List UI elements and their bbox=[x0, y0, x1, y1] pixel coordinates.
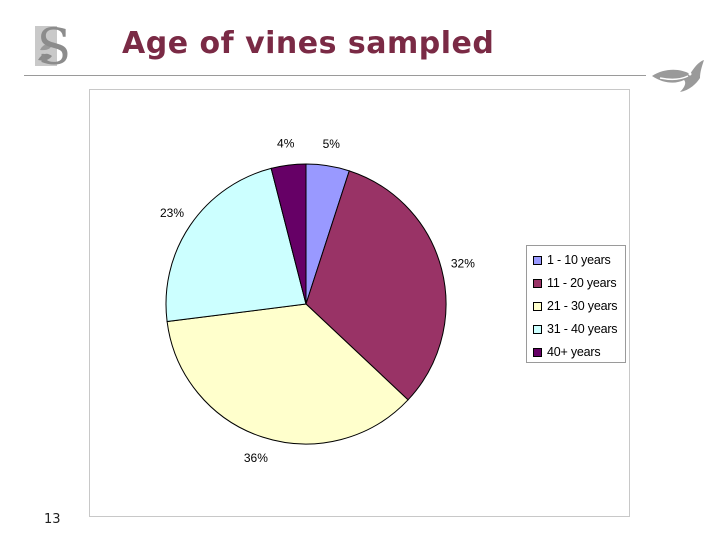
pie-slice-4 bbox=[165, 167, 307, 323]
legend-label: 11 - 20 years bbox=[547, 276, 617, 290]
legend-label: 21 - 30 years bbox=[547, 299, 618, 313]
legend-item-2: 11 - 20 years bbox=[533, 275, 617, 291]
fish-logo-icon bbox=[652, 60, 704, 92]
title-divider bbox=[24, 75, 646, 76]
legend-item-3: 21 - 30 years bbox=[533, 298, 618, 314]
pie-chart: 5% 32% 36% 23% 4% bbox=[160, 136, 475, 465]
legend-label: 40+ years bbox=[547, 345, 601, 359]
page-number: 13 bbox=[44, 512, 61, 527]
pie-slice-label-5: 4% bbox=[277, 136, 295, 150]
chart-frame: 5% 32% 36% 23% 4% 1 - 10 years 11 - 20 years 2… bbox=[89, 89, 630, 517]
logo-letter: S bbox=[37, 20, 71, 72]
university-logo: S bbox=[35, 20, 71, 72]
pie-slice-label-4: 23% bbox=[160, 206, 184, 220]
slide-title: Age of vines sampled bbox=[122, 26, 495, 61]
legend-swatch bbox=[533, 278, 542, 288]
pie-slice-label-2: 32% bbox=[451, 257, 475, 271]
legend-item-4: 31 - 40 years bbox=[533, 321, 618, 337]
pie-slice-label-1: 5% bbox=[323, 137, 341, 151]
pie-slice-3 bbox=[166, 303, 409, 445]
legend-swatch bbox=[533, 324, 542, 334]
legend-item-1: 1 - 10 years bbox=[533, 252, 611, 268]
legend-swatch bbox=[533, 347, 542, 357]
legend-swatch bbox=[533, 301, 542, 311]
legend-swatch bbox=[533, 255, 542, 265]
legend-label: 31 - 40 years bbox=[547, 322, 618, 336]
legend-item-5: 40+ years bbox=[533, 344, 601, 360]
pie-slice-2 bbox=[305, 170, 447, 401]
pie-slice-5 bbox=[270, 163, 307, 305]
legend-label: 1 - 10 years bbox=[547, 253, 611, 267]
pie-slice-label-3: 36% bbox=[244, 451, 268, 465]
chart-legend: 1 - 10 years 11 - 20 years 21 - 30 years 31… bbox=[526, 245, 626, 363]
